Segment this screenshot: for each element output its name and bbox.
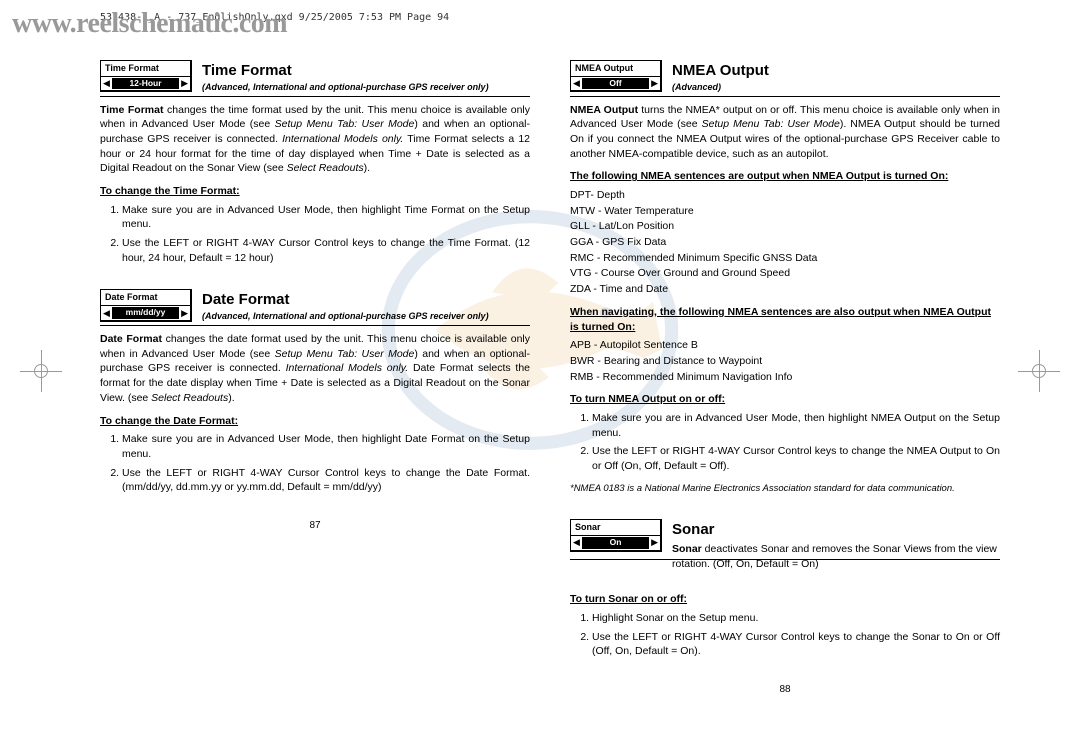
arrow-right-icon: ▶: [181, 307, 188, 320]
menu-value: Off: [582, 78, 649, 90]
step: Make sure you are in Advanced User Mode,…: [592, 411, 1000, 440]
body-text: Date Format changes the date format used…: [100, 332, 530, 405]
list-item: RMB - Recommended Minimum Navigation Inf…: [570, 370, 1000, 385]
menu-value: mm/dd/yy: [112, 307, 179, 319]
howto-heading: To change the Date Format:: [100, 414, 530, 429]
arrow-left-icon: ◀: [103, 307, 110, 320]
menu-label: Sonar: [571, 520, 660, 536]
list-item: DPT- Depth: [570, 188, 1000, 203]
arrow-left-icon: ◀: [573, 536, 580, 549]
howto-heading: To change the Time Format:: [100, 184, 530, 199]
body-text: NMEA Output turns the NMEA* output on or…: [570, 103, 1000, 162]
section-subtitle: (Advanced, International and optional-pu…: [202, 81, 530, 94]
footnote: *NMEA 0183 is a National Marine Electron…: [570, 482, 1000, 495]
arrow-left-icon: ◀: [103, 77, 110, 90]
step: Use the LEFT or RIGHT 4-WAY Cursor Contr…: [122, 466, 530, 495]
menu-label: NMEA Output: [571, 61, 660, 77]
section-title: Sonar: [672, 519, 1000, 540]
sentences-heading: The following NMEA sentences are output …: [570, 169, 1000, 184]
body-text: Sonar deactivates Sonar and removes the …: [672, 542, 1000, 571]
date-format-widget: Date Format ◀mm/dd/yy▶: [100, 289, 192, 321]
sentence-list: DPT- Depth MTW - Water Temperature GLL -…: [570, 188, 1000, 297]
list-item: GLL - Lat/Lon Position: [570, 219, 1000, 234]
list-item: VTG - Course Over Ground and Ground Spee…: [570, 266, 1000, 281]
sentence-list: APB - Autopilot Sentence B BWR - Bearing…: [570, 338, 1000, 384]
list-item: BWR - Bearing and Distance to Waypoint: [570, 354, 1000, 369]
step: Make sure you are in Advanced User Mode,…: [122, 432, 530, 461]
nmea-output-widget: NMEA Output ◀Off▶: [570, 60, 662, 92]
right-page: NMEA Output ◀Off▶ NMEA Output (Advanced)…: [570, 60, 1000, 697]
list-item: GGA - GPS Fix Data: [570, 235, 1000, 250]
page-number: 88: [570, 683, 1000, 697]
step: Highlight Sonar on the Setup menu.: [592, 611, 1000, 626]
body-text: Time Format changes the time format used…: [100, 103, 530, 176]
time-format-widget: Time Format ◀12-Hour▶: [100, 60, 192, 92]
menu-value: On: [582, 537, 649, 549]
arrow-right-icon: ▶: [651, 77, 658, 90]
arrow-left-icon: ◀: [573, 77, 580, 90]
steps-list: Highlight Sonar on the Setup menu. Use t…: [570, 611, 1000, 659]
nav-sentences-heading: When navigating, the following NMEA sent…: [570, 305, 1000, 334]
steps-list: Make sure you are in Advanced User Mode,…: [570, 411, 1000, 474]
page-number: 87: [100, 519, 530, 533]
section-subtitle: (Advanced, International and optional-pu…: [202, 310, 530, 323]
list-item: RMC - Recommended Minimum Specific GNSS …: [570, 251, 1000, 266]
watermark-url: www.reelschematic.com: [12, 8, 287, 40]
arrow-right-icon: ▶: [651, 536, 658, 549]
menu-value: 12-Hour: [112, 78, 179, 90]
howto-heading: To turn NMEA Output on or off:: [570, 392, 1000, 407]
menu-label: Date Format: [101, 290, 190, 306]
list-item: MTW - Water Temperature: [570, 204, 1000, 219]
step: Use the LEFT or RIGHT 4-WAY Cursor Contr…: [592, 444, 1000, 473]
menu-label: Time Format: [101, 61, 190, 77]
section-subtitle: (Advanced): [672, 81, 1000, 94]
section-title: Time Format: [202, 60, 530, 81]
howto-heading: To turn Sonar on or off:: [570, 592, 1000, 607]
list-item: ZDA - Time and Date: [570, 282, 1000, 297]
step: Use the LEFT or RIGHT 4-WAY Cursor Contr…: [122, 236, 530, 265]
arrow-right-icon: ▶: [181, 77, 188, 90]
sonar-widget: Sonar ◀On▶: [570, 519, 662, 551]
step: Make sure you are in Advanced User Mode,…: [122, 203, 530, 232]
list-item: APB - Autopilot Sentence B: [570, 338, 1000, 353]
section-title: NMEA Output: [672, 60, 1000, 81]
steps-list: Make sure you are in Advanced User Mode,…: [100, 432, 530, 495]
section-title: Date Format: [202, 289, 530, 310]
left-page: Time Format ◀12-Hour▶ Time Format (Advan…: [100, 60, 530, 697]
step: Use the LEFT or RIGHT 4-WAY Cursor Contr…: [592, 630, 1000, 659]
steps-list: Make sure you are in Advanced User Mode,…: [100, 203, 530, 266]
